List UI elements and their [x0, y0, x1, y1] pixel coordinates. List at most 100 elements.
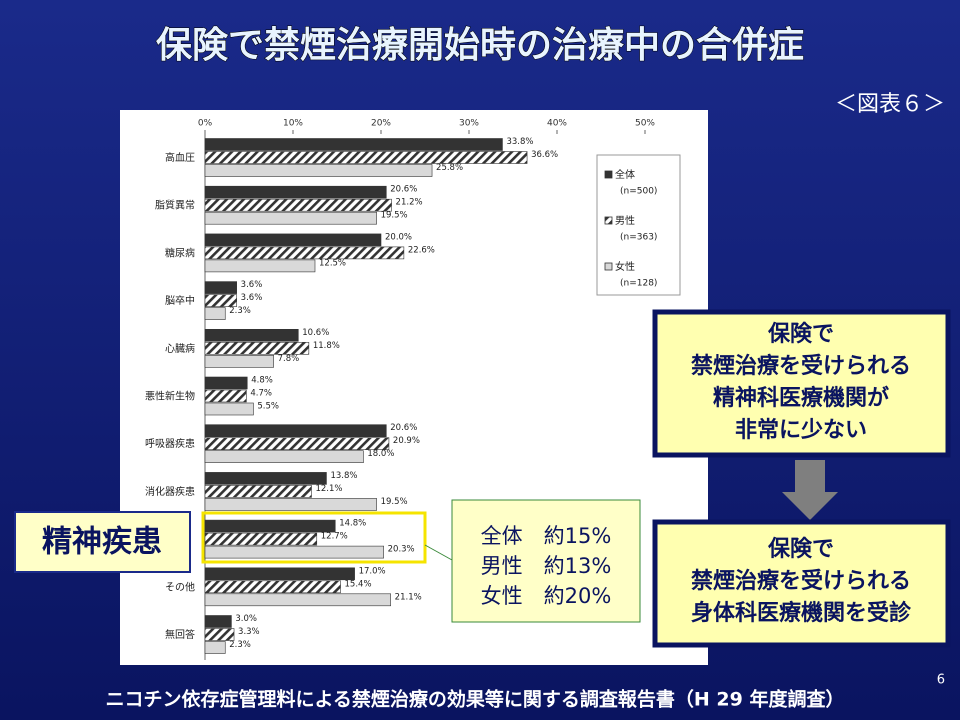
footer: ニコチン依存症管理料による禁煙治療の効果等に関する調査報告書（H 29 年度調査…	[105, 688, 844, 711]
y-tick-label: 脳卒中	[165, 294, 195, 307]
y-tick-label: 呼吸器疾患	[145, 437, 195, 450]
data-label: 4.8%	[251, 376, 273, 386]
data-label: 2.3%	[229, 640, 251, 650]
data-label: 20.3%	[388, 545, 415, 555]
data-label: 20.6%	[390, 185, 417, 195]
data-label: 19.5%	[381, 211, 408, 221]
legend-label: 男性	[615, 214, 635, 227]
text-line: 禁煙治療を受けられる	[691, 353, 911, 379]
legend-sample: (n=500)	[620, 187, 657, 197]
data-label: 22.6%	[408, 245, 435, 255]
slide-title: 保険で禁煙治療開始時の治療中の合併症	[156, 25, 804, 66]
legend-sample: (n=128)	[620, 279, 657, 289]
data-label: 33.8%	[506, 137, 533, 147]
bar	[204, 567, 355, 581]
bar	[204, 519, 336, 533]
legend: 全体 (n=500) 男性 (n=363) 女性 (n=128)	[604, 168, 657, 289]
data-label: 4.7%	[250, 389, 272, 399]
data-label: 3.3%	[238, 627, 260, 637]
x-tick-label: 50%	[635, 119, 655, 129]
chart: 0% 10% 20% 30% 40% 50% 高血圧 33.8% 36.6% 25.8% 脂質異常 2…	[145, 119, 655, 660]
legend-swatch	[604, 216, 613, 225]
legend-swatch	[604, 170, 613, 179]
data-label: 7.8%	[278, 354, 300, 364]
bar	[204, 376, 248, 390]
connector	[424, 544, 453, 561]
bar	[204, 294, 237, 307]
bar	[204, 198, 392, 212]
text-line: 禁煙治療を受けられる	[691, 568, 911, 594]
data-label: 5.5%	[257, 402, 279, 412]
bar	[204, 389, 247, 403]
bar	[204, 281, 237, 294]
arrow	[782, 460, 838, 520]
data-label: 11.8%	[313, 341, 340, 351]
data-label: 12.1%	[315, 484, 342, 494]
page-number: 6	[937, 673, 945, 688]
data-label: 20.9%	[393, 436, 420, 446]
highlight-box	[14, 511, 191, 573]
y-tick-label: 糖尿病	[165, 246, 195, 259]
text-line: 身体科医療機関を受診	[691, 600, 912, 626]
data-label: 17.0%	[359, 566, 386, 576]
bar	[204, 498, 377, 511]
text-line: 全体 約15%	[481, 524, 612, 548]
data-label: 20.6%	[390, 423, 417, 433]
bar	[204, 628, 235, 641]
bar	[204, 341, 310, 355]
text-line: 保険で	[767, 537, 834, 562]
text-line: 男性 約13%	[481, 554, 612, 578]
summary-box	[451, 499, 641, 623]
y-tick-label: その他	[165, 580, 195, 593]
bar	[204, 354, 274, 368]
bar	[204, 328, 299, 342]
bar	[204, 641, 226, 654]
legend-sample: (n=363)	[620, 233, 657, 243]
x-tick-label: 30%	[459, 119, 479, 129]
bar	[204, 259, 316, 273]
data-label: 12.5%	[319, 258, 346, 268]
bar	[204, 246, 405, 260]
bar	[204, 437, 390, 451]
x-tick-label: 0%	[198, 119, 213, 129]
bar	[204, 593, 391, 607]
y-tick-label: 高血圧	[165, 151, 195, 164]
bar	[204, 233, 382, 247]
highlight-label: 精神疾患	[42, 525, 162, 560]
data-label: 21.2%	[396, 198, 423, 208]
bar	[204, 211, 377, 225]
summary: 全体 約15% 男性 約13% 女性 約20%	[481, 524, 612, 608]
x-tick-label: 10%	[283, 119, 303, 129]
data-label: 19.5%	[381, 497, 408, 507]
bar	[204, 615, 232, 628]
data-label: 3.6%	[241, 293, 263, 303]
x-tick-label: 40%	[547, 119, 567, 129]
y-tick-label: 脂質異常	[155, 199, 195, 212]
highlight-frame	[201, 511, 427, 564]
data-label: 2.3%	[229, 306, 251, 316]
y-tick-label: 悪性新生物	[145, 390, 195, 403]
box1	[652, 309, 951, 458]
bar	[204, 164, 433, 177]
y-tick-label: 心臓病	[165, 342, 195, 355]
data-label: 36.6%	[531, 150, 558, 160]
data-label: 18.0%	[367, 449, 394, 459]
box2	[652, 519, 951, 648]
bar	[204, 472, 327, 485]
data-label: 15.4%	[345, 579, 372, 589]
data-label: 21.1%	[395, 592, 422, 602]
bar	[204, 402, 254, 416]
bar	[204, 307, 226, 320]
text-line: 精神科医療機関が	[713, 385, 889, 411]
bar	[204, 485, 312, 498]
figure-label: ＜図表６＞	[835, 92, 945, 117]
data-label: 12.7%	[321, 532, 348, 542]
data-label: 3.0%	[235, 614, 257, 624]
text-line: 保険で	[767, 322, 834, 347]
y-tick-label: 消化器疾患	[145, 485, 195, 498]
bar	[204, 138, 503, 151]
legend-swatch	[604, 262, 613, 271]
